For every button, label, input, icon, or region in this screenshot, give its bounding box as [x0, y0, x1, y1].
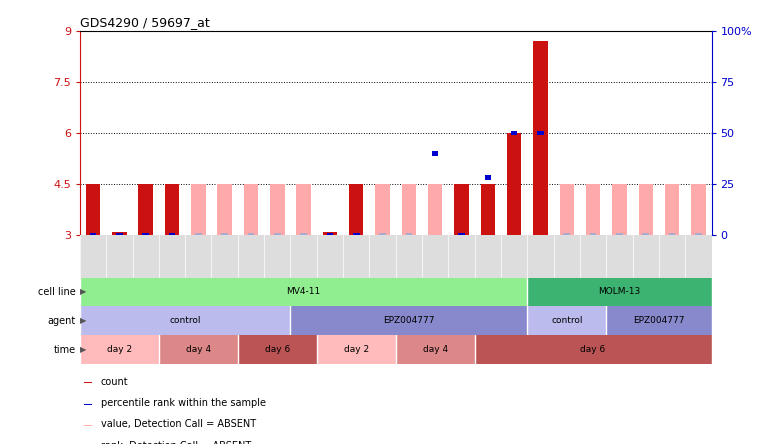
Bar — [691, 184, 705, 235]
Text: day 6: day 6 — [581, 345, 606, 354]
Bar — [86, 184, 100, 235]
Bar — [590, 233, 597, 238]
Text: time: time — [54, 345, 76, 355]
Bar — [485, 175, 491, 180]
Bar — [379, 233, 386, 238]
Bar — [80, 306, 291, 335]
Text: EPZ004777: EPZ004777 — [633, 316, 685, 325]
Text: GDS4290 / 59697_at: GDS4290 / 59697_at — [80, 16, 209, 29]
Bar — [159, 335, 237, 364]
Bar — [237, 335, 317, 364]
Text: ▶: ▶ — [80, 345, 87, 354]
Text: MV4-11: MV4-11 — [286, 287, 320, 297]
Bar — [116, 233, 123, 238]
Bar — [669, 233, 675, 238]
Bar — [169, 233, 175, 238]
Bar — [458, 233, 465, 238]
Text: control: control — [551, 316, 582, 325]
Bar — [274, 233, 281, 238]
Text: percentile rank within the sample: percentile rank within the sample — [100, 398, 266, 408]
Bar — [165, 184, 180, 235]
Bar — [349, 184, 364, 235]
Bar — [607, 306, 712, 335]
Bar — [396, 335, 475, 364]
Text: EPZ004777: EPZ004777 — [383, 316, 435, 325]
Bar — [80, 335, 159, 364]
Text: ▶: ▶ — [80, 287, 87, 297]
Bar — [481, 184, 495, 235]
Bar — [191, 184, 205, 235]
Bar — [218, 184, 232, 235]
Text: day 4: day 4 — [186, 345, 211, 354]
Bar — [612, 184, 626, 235]
Bar — [90, 233, 97, 238]
Bar — [533, 41, 548, 235]
Bar — [139, 184, 153, 235]
Bar — [642, 233, 649, 238]
Bar — [244, 184, 258, 235]
Bar — [317, 335, 396, 364]
Text: day 4: day 4 — [422, 345, 447, 354]
Bar — [428, 184, 442, 235]
Bar — [475, 335, 712, 364]
Bar — [402, 184, 416, 235]
Bar — [616, 233, 622, 238]
Bar — [695, 233, 702, 238]
Bar — [84, 425, 91, 426]
Bar — [353, 233, 359, 238]
Bar — [296, 184, 310, 235]
Text: cell line: cell line — [38, 287, 76, 297]
Bar — [559, 184, 574, 235]
Text: MOLM-13: MOLM-13 — [598, 287, 641, 297]
Bar — [323, 232, 337, 235]
Bar — [301, 233, 307, 238]
Text: count: count — [100, 377, 129, 387]
Text: agent: agent — [48, 316, 76, 326]
Text: rank, Detection Call = ABSENT: rank, Detection Call = ABSENT — [100, 440, 251, 444]
Bar — [406, 233, 412, 238]
Bar — [375, 184, 390, 235]
Bar — [563, 233, 570, 238]
Bar — [291, 306, 527, 335]
Bar — [142, 233, 149, 238]
Bar — [511, 131, 517, 135]
Bar — [586, 184, 600, 235]
Text: day 2: day 2 — [107, 345, 132, 354]
Bar — [84, 382, 91, 384]
Text: day 6: day 6 — [265, 345, 290, 354]
Bar — [112, 232, 126, 235]
Text: value, Detection Call = ABSENT: value, Detection Call = ABSENT — [100, 420, 256, 429]
Bar — [638, 184, 653, 235]
Bar — [507, 133, 521, 235]
Text: ▶: ▶ — [80, 316, 87, 325]
Bar — [326, 233, 333, 238]
Bar — [221, 233, 228, 238]
Bar — [270, 184, 285, 235]
Bar — [527, 278, 712, 306]
Bar — [247, 233, 254, 238]
Bar — [537, 131, 544, 135]
Bar — [195, 233, 202, 238]
Bar — [527, 306, 607, 335]
Bar — [432, 151, 438, 156]
Bar — [80, 278, 527, 306]
Text: day 2: day 2 — [344, 345, 369, 354]
Bar — [454, 184, 469, 235]
Text: control: control — [170, 316, 201, 325]
Bar — [665, 184, 680, 235]
